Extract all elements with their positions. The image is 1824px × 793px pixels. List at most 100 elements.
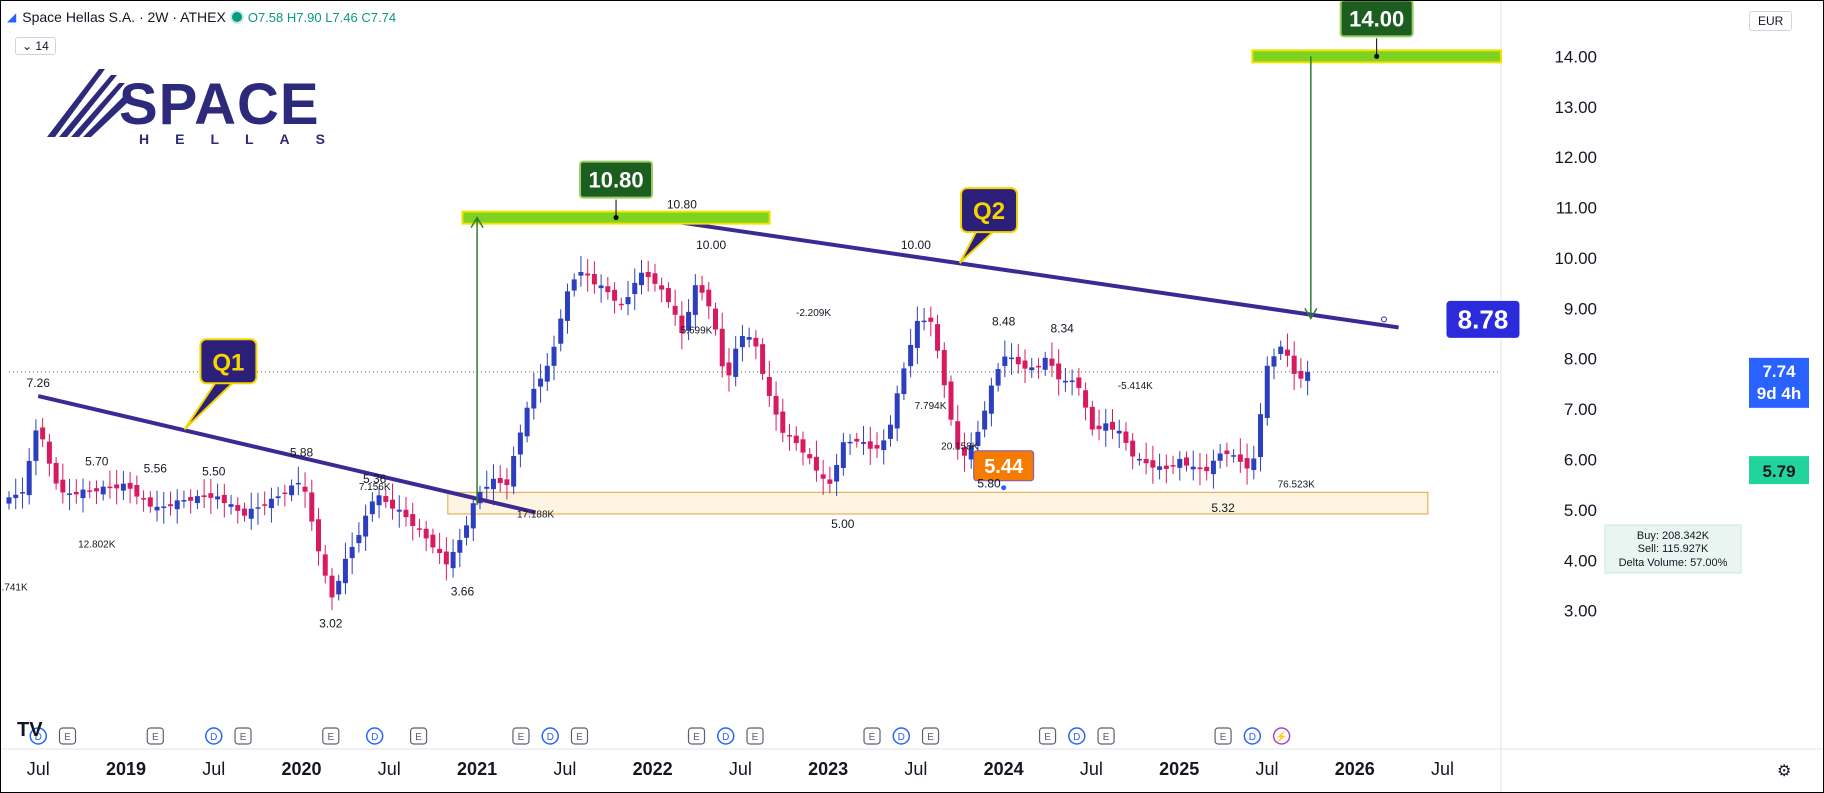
candle-body [1143, 458, 1149, 464]
candle-body [1109, 421, 1115, 430]
earnings-marker-letter: E [1044, 732, 1051, 743]
earnings-marker-icon [409, 727, 428, 745]
currency-selector[interactable]: EUR [1749, 11, 1793, 31]
candle-body [988, 385, 994, 414]
candle-body [1305, 371, 1311, 381]
price-tick-label: 13.00 [1554, 98, 1597, 117]
candle-body [228, 504, 234, 507]
symbol-title[interactable]: Space Hellas S.A. · 2W · ATHEX [22, 9, 226, 25]
candle-body [1136, 458, 1142, 461]
candle-body [127, 482, 133, 489]
candle-body [248, 508, 254, 519]
time-tick-label: 2026 [1335, 759, 1375, 779]
candle-body [652, 273, 658, 284]
candle-body [1217, 453, 1223, 461]
dividend-marker-letter: D [1073, 732, 1080, 743]
candle-body [363, 515, 369, 537]
candle-body [40, 427, 46, 440]
candle-body [739, 335, 745, 348]
earnings-marker-icon [1038, 727, 1057, 745]
candle-body [1177, 458, 1183, 468]
candle-body [1103, 423, 1109, 431]
candle-body [914, 320, 920, 348]
candle-body [1278, 346, 1284, 354]
callout-box [199, 338, 258, 385]
candle-body [733, 348, 739, 377]
candle-body [1062, 380, 1068, 383]
candle-body [659, 285, 665, 290]
candle-body [497, 478, 503, 484]
candle-body [383, 496, 389, 502]
time-tick-label: 2024 [984, 759, 1024, 779]
time-tick-label: 2020 [282, 759, 322, 779]
dividend-marker-icon [365, 727, 384, 745]
candle-body [73, 491, 79, 495]
candle-body [147, 497, 153, 507]
candle-body [504, 479, 510, 486]
dividend-marker-icon [205, 727, 223, 745]
candle-body [726, 362, 732, 376]
logo-wordmark: SPACE [119, 72, 320, 137]
candle-body [457, 540, 463, 553]
dividend-marker-letter: D [722, 732, 729, 743]
pivot-price-label: 5.36 [363, 472, 387, 486]
earnings-marker-letter: E [1103, 732, 1110, 743]
candle-body [369, 501, 375, 515]
delta-buy: Buy: 208.342K [1637, 530, 1710, 542]
candle-body [490, 478, 496, 490]
volume-label: 7.794K [915, 401, 947, 412]
chart-type-icon[interactable]: ◢ [7, 10, 17, 24]
candle-body [713, 308, 719, 330]
candle-body [464, 525, 470, 538]
volume-label: -2.209K [796, 308, 831, 319]
earnings-marker-icon [1214, 727, 1232, 745]
candle-body [1291, 355, 1297, 374]
candle-body [517, 432, 523, 455]
candle-body [665, 288, 671, 303]
candle-body [928, 317, 934, 322]
candle-body [221, 494, 227, 504]
current-price-label: 7.74 [1762, 362, 1796, 381]
candle-body [470, 503, 476, 529]
candle-body [437, 548, 443, 554]
indicator-count-badge[interactable]: ⌄ 14 [15, 37, 56, 55]
earnings-marker-letter: E [869, 732, 876, 743]
volume-label: 5.699K [681, 326, 713, 337]
candle-body [948, 381, 954, 420]
tradingview-logo-icon[interactable]: TV [17, 719, 43, 741]
earnings-marker-letter: E [576, 732, 583, 743]
candle-body [1029, 367, 1035, 371]
candle-body [443, 551, 449, 565]
settings-gear-icon[interactable]: ⚙ [1777, 763, 1792, 780]
candle-body [766, 376, 772, 396]
candle-body [578, 272, 584, 276]
earnings-marker-letter: E [518, 732, 525, 743]
candle-body [275, 496, 281, 499]
pivot-price-label: 5.70 [85, 455, 109, 469]
pivot-price-label: 5.88 [290, 446, 314, 460]
delta-sell: Sell: 115.927K [1638, 543, 1709, 555]
candle-body [67, 493, 73, 495]
ohlc-low: L7.46 [325, 9, 358, 25]
pivot-price-label: 5.32 [1211, 501, 1235, 515]
price-tick-label: 9.00 [1564, 299, 1597, 318]
candle-body [813, 456, 819, 471]
earnings-marker-icon [921, 727, 940, 745]
candle-body [46, 441, 52, 464]
earnings-marker-letter: E [152, 732, 159, 743]
candle-body [1258, 414, 1264, 458]
candle-body [1204, 466, 1210, 472]
pivot-price-label: 8.34 [1050, 322, 1074, 336]
candle-body [1170, 465, 1176, 467]
price-tick-label: 7.00 [1564, 400, 1597, 419]
support-anchor-dot [1001, 485, 1007, 491]
time-tick-label: Jul [1431, 759, 1454, 779]
callout-pointer [183, 380, 237, 431]
candle-body [154, 506, 160, 511]
candle-body [854, 438, 860, 442]
time-tick-label: 2022 [633, 759, 673, 779]
time-tick-label: 2021 [457, 759, 497, 779]
candle-body [188, 497, 194, 501]
candle-body [120, 483, 126, 491]
